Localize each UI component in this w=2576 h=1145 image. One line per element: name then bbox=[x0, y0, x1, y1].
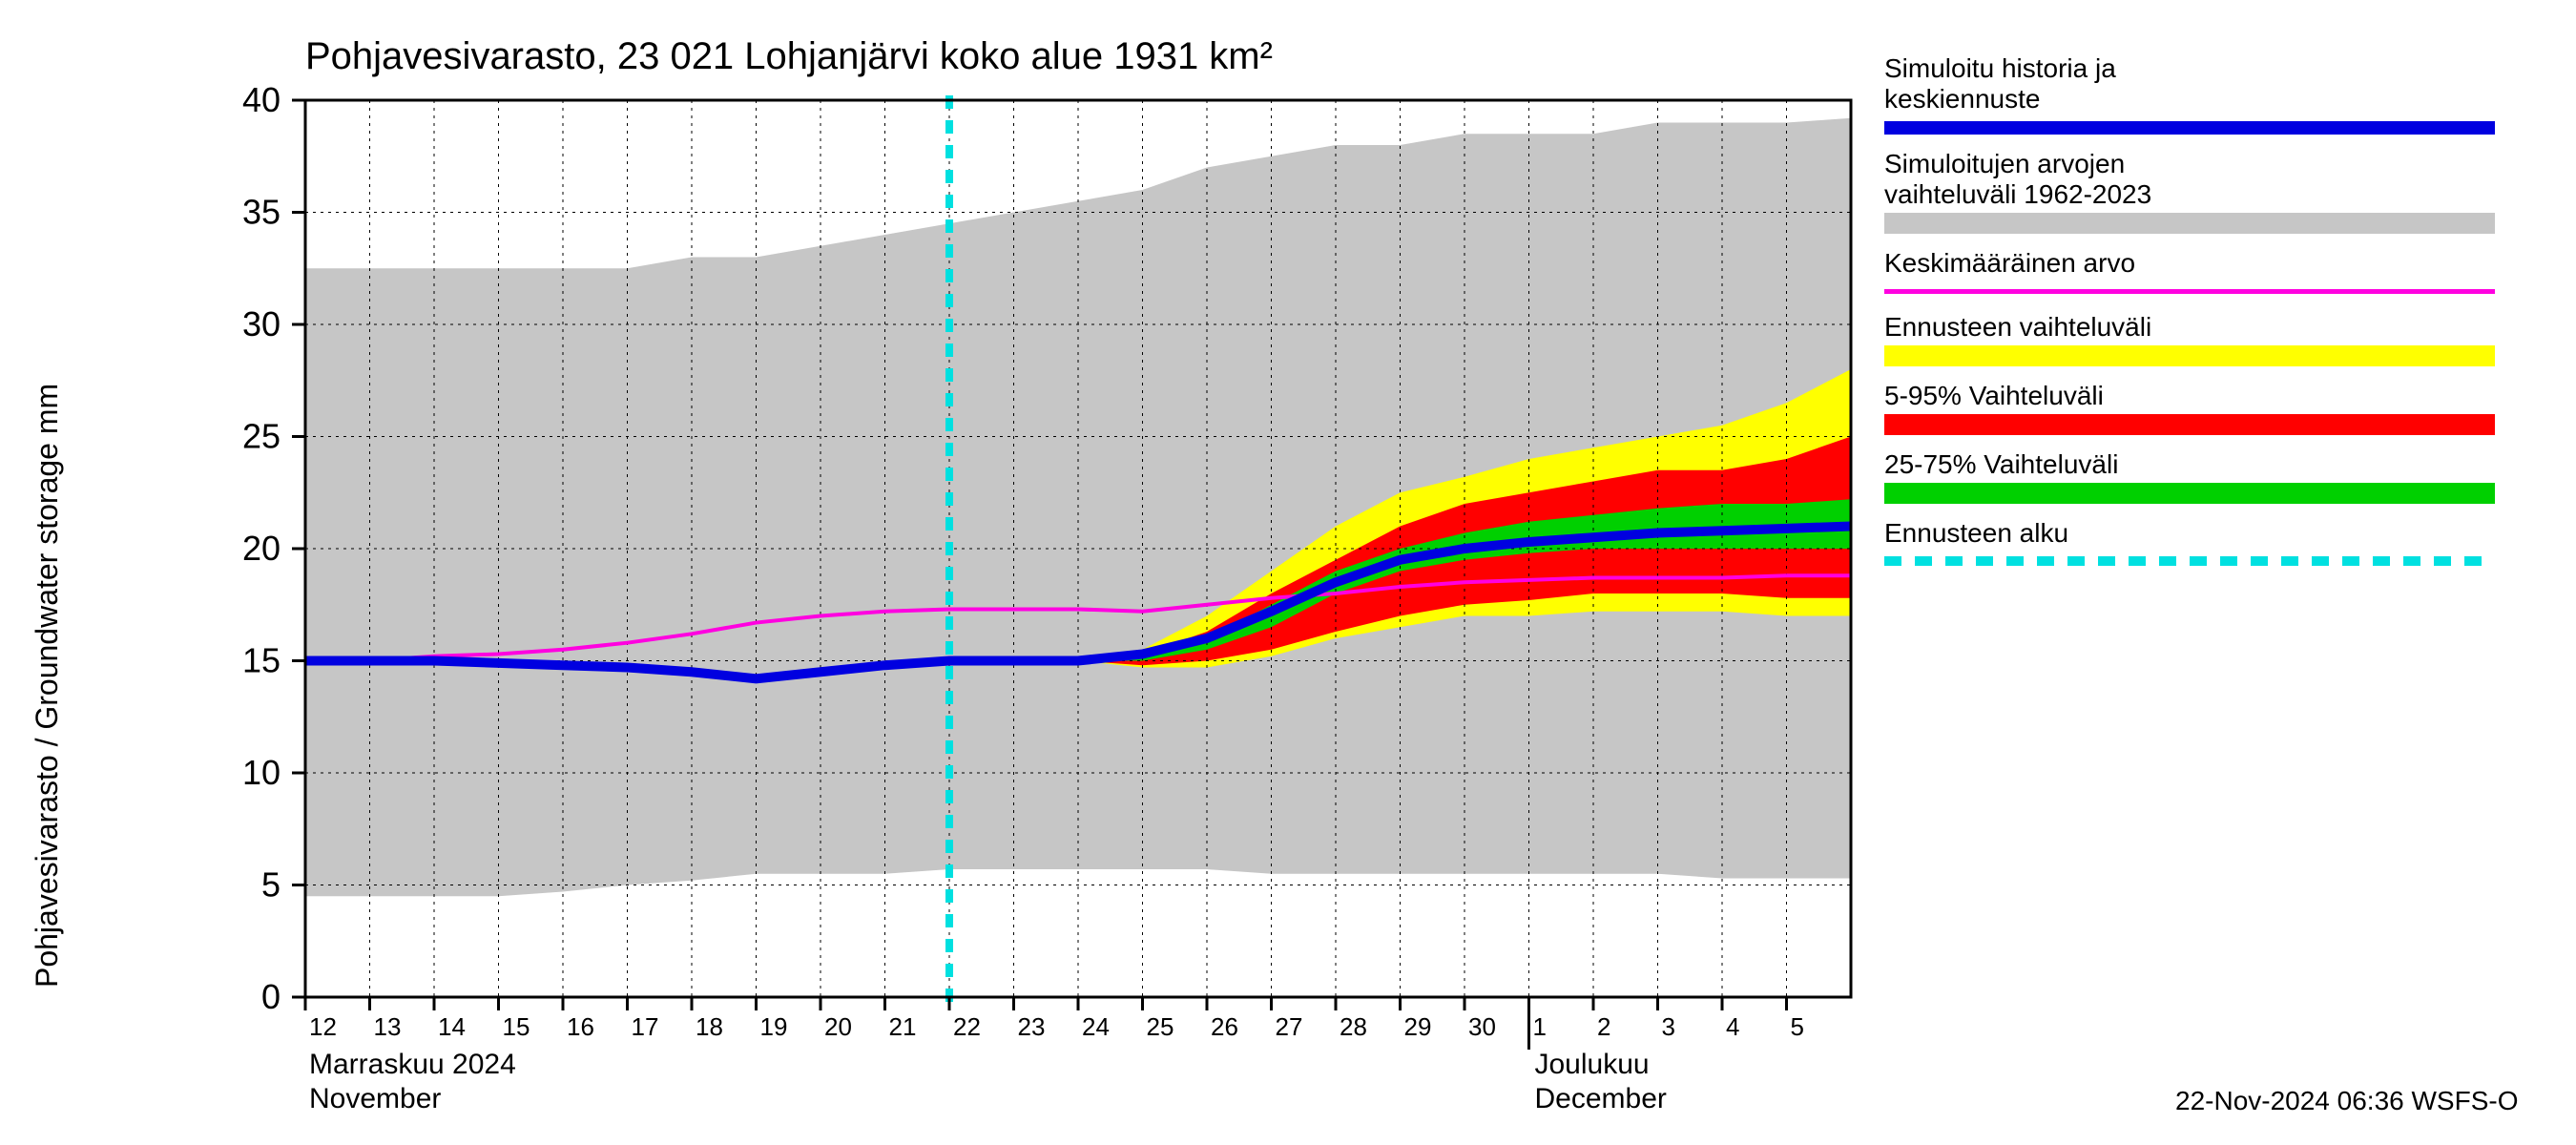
footer-timestamp: 22-Nov-2024 06:36 WSFS-O bbox=[2175, 1086, 2519, 1115]
xtick-label: 17 bbox=[632, 1012, 659, 1041]
legend-label: 25-75% Vaihteluväli bbox=[1884, 449, 2118, 479]
xtick-label: 25 bbox=[1147, 1012, 1174, 1041]
xtick-label: 19 bbox=[760, 1012, 788, 1041]
xtick-label: 30 bbox=[1468, 1012, 1496, 1041]
xtick-label: 27 bbox=[1276, 1012, 1303, 1041]
ytick-label: 40 bbox=[242, 80, 280, 119]
legend-label: Ennusteen alku bbox=[1884, 518, 2068, 548]
legend-swatch bbox=[1884, 213, 2495, 234]
ytick-label: 15 bbox=[242, 641, 280, 680]
xtick-label: 4 bbox=[1726, 1012, 1739, 1041]
legend-label: keskiennuste bbox=[1884, 84, 2040, 114]
chart-title: Pohjavesivarasto, 23 021 Lohjanjärvi kok… bbox=[305, 35, 1273, 77]
ytick-label: 5 bbox=[261, 865, 280, 905]
chart-container: 0510152025303540121314151617181920212223… bbox=[0, 0, 2576, 1145]
ytick-label: 10 bbox=[242, 753, 280, 792]
xtick-label: 1 bbox=[1533, 1012, 1547, 1041]
month1-en: November bbox=[309, 1083, 441, 1114]
legend-label: Ennusteen vaihteluväli bbox=[1884, 312, 2151, 342]
month1-fi: Marraskuu 2024 bbox=[309, 1049, 516, 1080]
month2-fi: Joulukuu bbox=[1535, 1049, 1650, 1080]
legend-swatch bbox=[1884, 483, 2495, 504]
xtick-label: 18 bbox=[696, 1012, 723, 1041]
xtick-label: 16 bbox=[567, 1012, 594, 1041]
legend-label: 5-95% Vaihteluväli bbox=[1884, 381, 2104, 410]
legend-label: Keskimääräinen arvo bbox=[1884, 248, 2135, 278]
xtick-label: 2 bbox=[1597, 1012, 1610, 1041]
ytick-label: 30 bbox=[242, 304, 280, 344]
xtick-label: 3 bbox=[1662, 1012, 1675, 1041]
ytick-label: 20 bbox=[242, 529, 280, 568]
chart-svg: 0510152025303540121314151617181920212223… bbox=[0, 0, 2576, 1145]
xtick-label: 26 bbox=[1211, 1012, 1238, 1041]
legend-swatch bbox=[1884, 345, 2495, 366]
xtick-label: 23 bbox=[1018, 1012, 1046, 1041]
xtick-label: 21 bbox=[889, 1012, 917, 1041]
legend-swatch bbox=[1884, 414, 2495, 435]
ytick-label: 0 bbox=[261, 977, 280, 1016]
xtick-label: 15 bbox=[503, 1012, 530, 1041]
xtick-label: 12 bbox=[309, 1012, 337, 1041]
month2-en: December bbox=[1535, 1083, 1667, 1114]
xtick-label: 24 bbox=[1082, 1012, 1110, 1041]
xtick-label: 28 bbox=[1340, 1012, 1367, 1041]
legend-label: vaihteluväli 1962-2023 bbox=[1884, 179, 2151, 209]
ytick-label: 25 bbox=[242, 417, 280, 456]
xtick-label: 22 bbox=[953, 1012, 981, 1041]
xtick-label: 14 bbox=[438, 1012, 466, 1041]
ytick-label: 35 bbox=[242, 193, 280, 232]
legend-label: Simuloitujen arvojen bbox=[1884, 149, 2125, 178]
legend-swatch bbox=[1884, 121, 2495, 135]
legend-swatch bbox=[1884, 289, 2495, 294]
legend-label: Simuloitu historia ja bbox=[1884, 53, 2116, 83]
xtick-label: 5 bbox=[1791, 1012, 1804, 1041]
y-axis-label: Pohjavesivarasto / Groundwater storage m… bbox=[30, 384, 64, 988]
xtick-label: 20 bbox=[824, 1012, 852, 1041]
xtick-label: 13 bbox=[374, 1012, 402, 1041]
xtick-label: 29 bbox=[1404, 1012, 1432, 1041]
